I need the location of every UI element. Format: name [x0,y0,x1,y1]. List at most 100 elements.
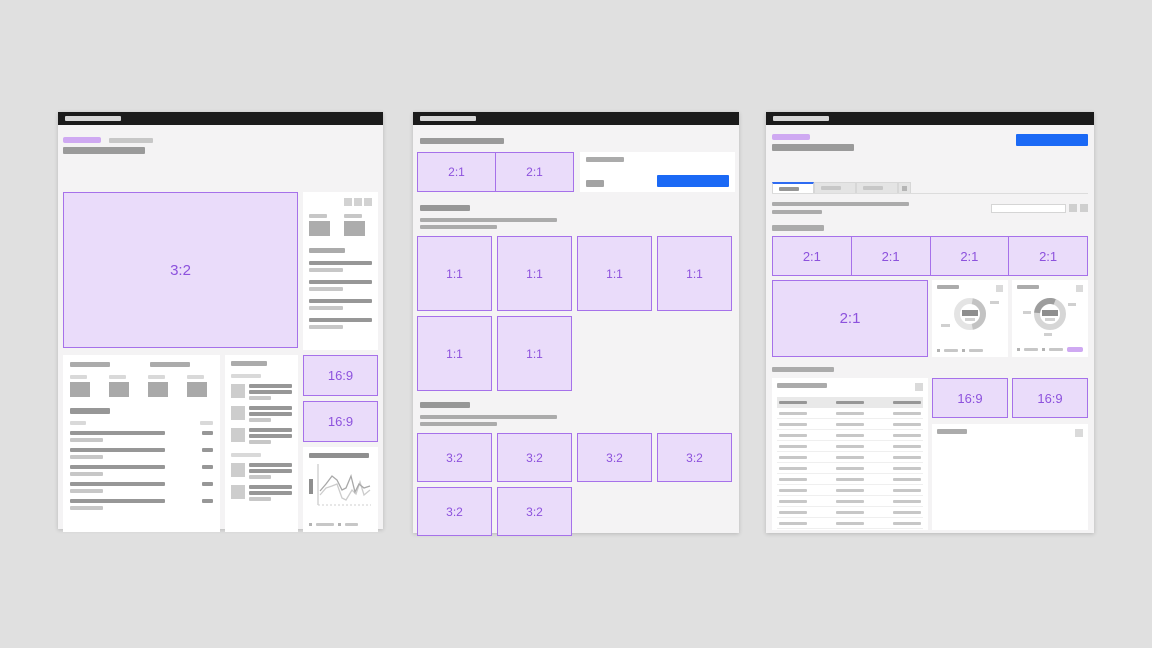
details-card [63,355,220,532]
value-placeholder [202,448,213,452]
sidebar-list-item [309,261,372,272]
legend-swatch [1042,348,1045,351]
banner-strip: 2:1 2:1 2:1 2:1 [772,236,1088,276]
section-text-placeholder [420,218,557,222]
legend-label-placeholder [1049,348,1063,351]
chart-card [303,447,378,532]
table-row[interactable] [777,507,923,518]
value-placeholder [202,482,213,486]
label-placeholder [200,421,213,425]
more-icon[interactable] [1075,429,1083,437]
related-item[interactable] [231,428,292,444]
table-row[interactable] [777,408,923,419]
thumb-block [148,375,168,397]
search-input[interactable] [991,203,1066,213]
filter-icon[interactable] [1069,204,1077,212]
more-icon[interactable] [915,383,923,391]
thumbnail-placeholder [148,382,168,397]
intro-text [772,202,909,214]
action-icon[interactable] [344,198,352,206]
donut-card-2 [1012,280,1088,357]
label-placeholder [70,421,86,425]
section-heading-placeholder [420,205,470,211]
thumbnail-placeholder [187,382,207,397]
primary-action-button[interactable] [1016,134,1088,146]
legend-swatch [338,523,341,526]
related-item[interactable] [231,384,292,400]
related-item[interactable] [231,406,292,422]
action-icon[interactable] [364,198,372,206]
value-placeholder [202,499,213,503]
tab-third[interactable] [856,182,898,193]
tab-bar [772,182,1088,194]
thumb-block [109,375,129,397]
tick-label [990,301,999,304]
tab-add[interactable] [898,182,911,193]
media-placeholder: 16:9 [1012,378,1088,418]
column-heading-placeholder [70,362,110,367]
spec-row [70,448,213,459]
card-title-placeholder [937,429,967,434]
app-bar [413,112,739,125]
legend-swatch [962,349,965,352]
breadcrumb [63,137,378,143]
table-row[interactable] [777,485,923,496]
action-icon[interactable] [354,198,362,206]
table-row[interactable] [777,463,923,474]
badge-placeholder [772,134,810,140]
square-media-placeholder: 1:1 [657,236,732,311]
section-landscape [420,402,735,426]
item-thumbnail [231,463,245,477]
table-row[interactable] [777,496,923,507]
app-bar [58,112,383,125]
table-row[interactable] [777,419,923,430]
tab-second[interactable] [814,182,856,193]
promo-card [580,152,735,192]
sidebar-list-item [309,280,372,291]
thumbnail-placeholder [344,221,365,236]
tab-overview-active[interactable] [772,182,814,193]
chart-legend [309,523,372,526]
item-thumbnail [231,384,245,398]
table-row[interactable] [777,518,923,529]
related-item[interactable] [231,463,292,479]
app-title-placeholder [65,116,121,121]
more-icon[interactable] [1076,285,1083,292]
square-media-placeholder: 1:1 [417,236,492,311]
stat-block [309,214,330,236]
table-title-placeholder [777,383,827,388]
table-row[interactable] [777,430,923,441]
section-square [420,205,735,229]
strip-media-placeholder: 2:1 [850,236,931,276]
table-row[interactable] [777,452,923,463]
mockup-gallery-page: 2:1 2:1 1:1 1:1 1:1 1:1 1:1 1:1 [413,112,739,536]
section-text-placeholder [420,422,497,426]
table-row[interactable] [777,474,923,485]
more-icon[interactable] [996,285,1003,292]
related-item[interactable] [231,485,292,501]
legend-label-placeholder [944,349,958,352]
app-bar [766,112,1094,125]
spec-row [70,482,213,493]
rail-media-placeholder: 16:9 [303,401,378,442]
group-label-placeholder [231,453,261,457]
feature-media-placeholder: 2:1 [772,280,928,357]
landscape-media-placeholder: 3:2 [417,487,492,536]
legend-swatch [937,349,940,352]
primary-action-button[interactable] [657,175,729,187]
thumb-block [187,375,207,397]
card-title-placeholder [1017,285,1039,289]
table-row[interactable] [777,441,923,452]
tab-label-placeholder [779,186,799,191]
strip-media-placeholder: 2:1 [929,236,1010,276]
landscape-media-placeholder: 3:2 [497,487,572,536]
section-heading-placeholder [70,408,110,414]
settings-icon[interactable] [1080,204,1088,212]
section-text-placeholder [420,225,497,229]
legend-label-placeholder [1024,348,1038,351]
sidebar-list-item [309,299,372,310]
tick-label [1044,333,1052,336]
banner-media-placeholder: 2:1 [417,152,496,192]
banner-media-placeholder: 2:1 [495,152,574,192]
